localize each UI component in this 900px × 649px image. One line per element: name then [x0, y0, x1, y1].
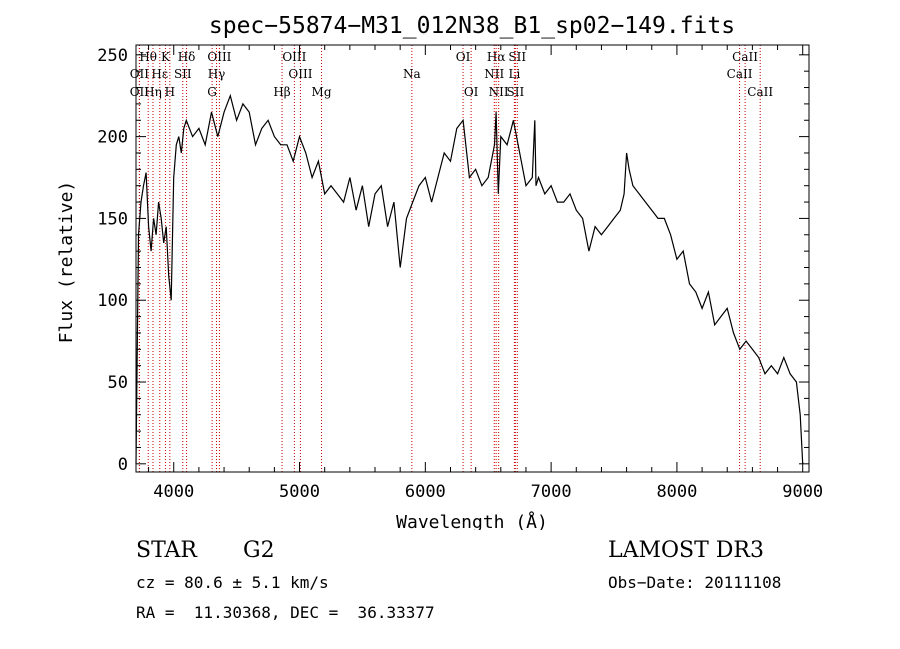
redshift-cz: cz = 80.6 ± 5.1 km/s	[136, 573, 329, 592]
line-marker-label-20: NII	[484, 67, 504, 81]
spectrum-series-0	[135, 93, 804, 464]
line-marker-label-21: NII	[489, 85, 509, 99]
spectrum-chart: spec−55874−M31_012N38_B1_sp02−149.fits H…	[56, 13, 823, 530]
line-marker-label-1: OII	[130, 67, 150, 81]
line-marker-label-23: Li	[508, 67, 520, 81]
line-marker-label-7: Hδ	[178, 50, 196, 64]
plot-frame	[135, 44, 810, 473]
y-tick-label-0: 0	[118, 455, 128, 475]
line-marker-label-6: H	[165, 85, 175, 99]
line-marker-label-5: K	[161, 50, 171, 64]
line-marker-label-22: SII	[508, 50, 526, 64]
line-marker-label-3: Hε	[151, 67, 168, 81]
x-tick-label-8000: 8000	[656, 482, 697, 502]
chart-title: spec−55874−M31_012N38_B1_sp02−149.fits	[209, 13, 735, 39]
object-subclass: G2	[243, 538, 275, 563]
y-tick-label-250: 250	[97, 46, 128, 66]
x-tick-label-5000: 5000	[279, 482, 320, 502]
x-tick-label-4000: 4000	[153, 482, 194, 502]
line-marker-label-0: Hθ	[139, 50, 157, 64]
line-marker-label-24: SII	[507, 85, 525, 99]
y-tick-label-200: 200	[97, 128, 128, 148]
line-marker-label-25: CaII	[732, 50, 758, 64]
x-tick-label-9000: 9000	[782, 482, 823, 502]
line-marker-label-2: OII	[130, 85, 150, 99]
line-marker-label-11: G	[207, 85, 217, 99]
y-tick-label-150: 150	[97, 209, 128, 229]
x-tick-label-6000: 6000	[405, 482, 446, 502]
obs-date: Obs−Date: 20111108	[608, 573, 782, 592]
survey-name: LAMOST DR3	[608, 538, 764, 563]
line-marker-label-15: Mg	[312, 85, 332, 99]
line-marker-label-19: Hα	[487, 50, 506, 64]
y-axis-label: Flux (relative)	[56, 181, 77, 344]
line-marker-label-14: Hβ	[273, 85, 290, 99]
line-marker-label-17: OI	[456, 50, 471, 64]
y-tick-label-100: 100	[97, 291, 128, 311]
line-marker-label-27: CaII	[747, 85, 773, 99]
line-marker-label-8: SII	[174, 67, 192, 81]
object-class: STAR	[136, 538, 197, 563]
line-marker-label-16: Na	[403, 67, 421, 81]
line-marker-label-13: OIII	[288, 67, 312, 81]
y-tick-label-50: 50	[108, 373, 128, 393]
ra-dec: RA = 11.30368, DEC = 36.33377	[136, 603, 435, 622]
line-marker-label-4: Hη	[144, 85, 162, 99]
x-axis-label: Wavelength (Å)	[396, 511, 548, 530]
x-axis: 4000 5000 6000 7000 8000 9000	[148, 45, 823, 502]
line-marker-label-10: Hγ	[208, 67, 226, 81]
line-marker-label-18: OI	[464, 85, 479, 99]
y-axis: 0 50 100 150 200 250	[97, 46, 809, 475]
spectrum-line-group	[135, 93, 804, 464]
x-tick-label-7000: 7000	[531, 482, 572, 502]
line-marker-label-9: OIII	[207, 50, 231, 64]
line-marker-label-12: OIII	[282, 50, 306, 64]
line-marker-label-26: CaII	[727, 67, 753, 81]
